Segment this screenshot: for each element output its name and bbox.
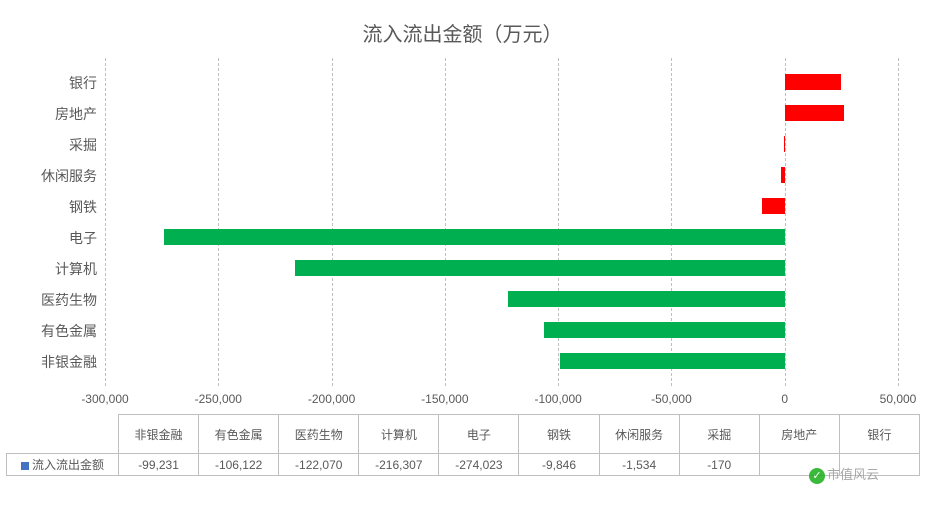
table-cell: -99,231 (119, 454, 199, 476)
watermark: ✓市值风云 (809, 464, 879, 484)
table-cell: -122,070 (279, 454, 359, 476)
table-cell: -1,534 (599, 454, 679, 476)
table-col-header: 采掘 (679, 415, 759, 454)
bar (164, 229, 785, 245)
table-header-row: 非银金融有色金属医药生物计算机电子钢铁休闲服务采掘房地产银行 (7, 415, 920, 454)
x-tick-label: -100,000 (534, 392, 581, 406)
bar (295, 260, 785, 276)
y-tick-label: 采掘 (69, 135, 97, 155)
y-tick-label: 房地产 (55, 104, 97, 124)
bar (785, 105, 844, 121)
legend-swatch (21, 462, 29, 470)
table-cell: -9,846 (519, 454, 599, 476)
table-cell: -216,307 (359, 454, 439, 476)
data-table: 非银金融有色金属医药生物计算机电子钢铁休闲服务采掘房地产银行流入流出金额-99,… (6, 414, 920, 476)
x-tick-label: 0 (781, 392, 788, 406)
legend-cell: 流入流出金额 (7, 454, 119, 476)
plot-area (105, 58, 898, 386)
bar (560, 353, 785, 369)
bar (544, 322, 784, 338)
gridline (898, 58, 899, 386)
table-cell: -106,122 (199, 454, 279, 476)
x-tick-label: -200,000 (308, 392, 355, 406)
table-col-header: 钢铁 (519, 415, 599, 454)
chart-title: 流入流出金额（万元） (0, 18, 925, 47)
chart-container: 流入流出金额（万元） -300,000 -250,000 -200,000 -150,… (0, 0, 925, 532)
x-tick-label: -150,000 (421, 392, 468, 406)
x-tick-label: -50,000 (651, 392, 692, 406)
table-col-header: 医药生物 (279, 415, 359, 454)
bar (508, 291, 785, 307)
wechat-icon: ✓ (809, 468, 825, 484)
bar (784, 136, 785, 152)
table-cell: -274,023 (439, 454, 519, 476)
y-tick-label: 医药生物 (41, 290, 97, 310)
bar (781, 167, 784, 183)
x-tick-label: 50,000 (880, 392, 917, 406)
table-col-header: 房地产 (759, 415, 839, 454)
table-row: 流入流出金额-99,231-106,122-122,070-216,307-27… (7, 454, 920, 476)
gridline (105, 58, 106, 386)
x-tick-label: -300,000 (81, 392, 128, 406)
table-col-header: 银行 (839, 415, 919, 454)
y-tick-label: 银行 (69, 73, 97, 93)
table-col-header: 电子 (439, 415, 519, 454)
gridline (218, 58, 219, 386)
bar (785, 74, 842, 90)
y-tick-label: 钢铁 (69, 197, 97, 217)
gridline (445, 58, 446, 386)
x-tick-label: -250,000 (195, 392, 242, 406)
y-tick-label: 非银金融 (41, 352, 97, 372)
gridline (332, 58, 333, 386)
y-tick-label: 计算机 (55, 259, 97, 279)
table-cell: -170 (679, 454, 759, 476)
table-col-header: 非银金融 (119, 415, 199, 454)
table-col-header: 休闲服务 (599, 415, 679, 454)
y-tick-label: 有色金属 (41, 321, 97, 341)
watermark-text: 市值风云 (827, 467, 879, 482)
y-tick-label: 电子 (69, 228, 97, 248)
bar (762, 198, 784, 214)
y-tick-label: 休闲服务 (41, 166, 97, 186)
table-col-header: 计算机 (359, 415, 439, 454)
table-col-header: 有色金属 (199, 415, 279, 454)
